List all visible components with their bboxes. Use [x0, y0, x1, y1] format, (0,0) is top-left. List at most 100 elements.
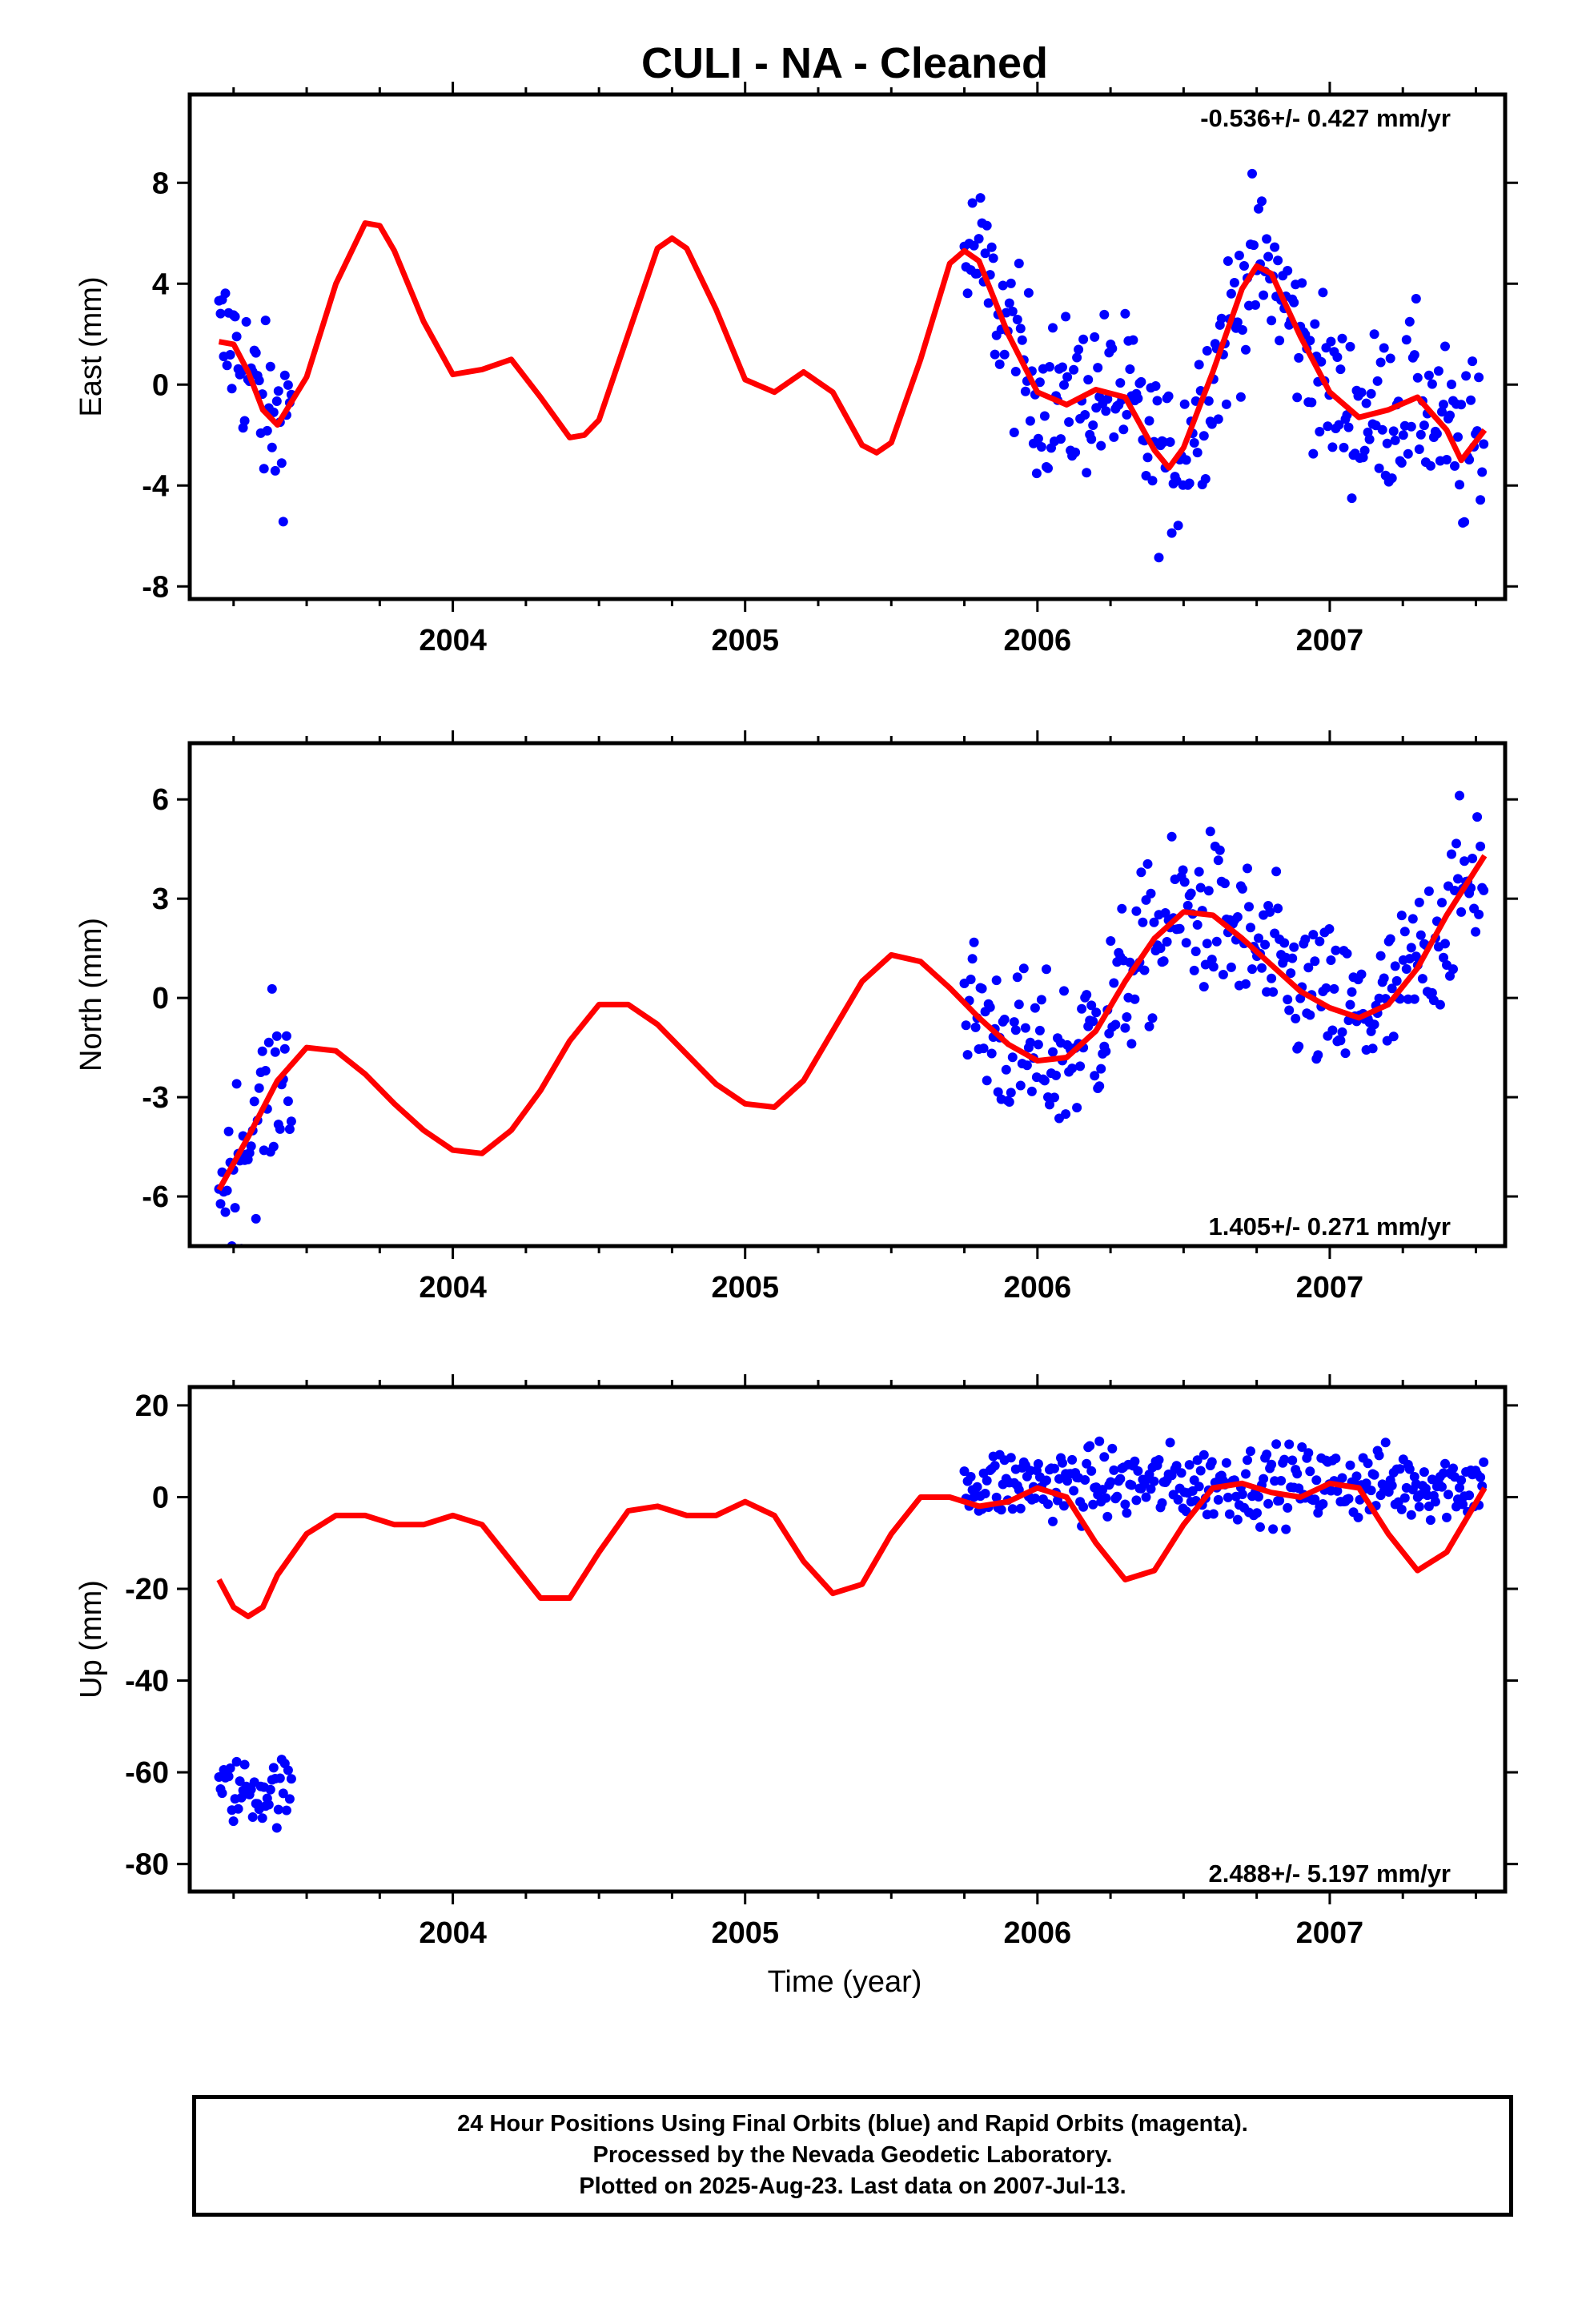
- data-point: [1345, 999, 1355, 1010]
- data-point: [1195, 1466, 1206, 1476]
- data-point: [1366, 388, 1376, 399]
- data-point: [1015, 1080, 1026, 1091]
- data-point: [1310, 1494, 1320, 1505]
- data-point: [1287, 953, 1298, 963]
- data-point: [1414, 1502, 1424, 1512]
- plot-area: [214, 168, 1489, 563]
- data-point: [1194, 1482, 1204, 1492]
- data-point: [1030, 1494, 1040, 1503]
- data-point: [1331, 945, 1341, 955]
- data-point: [1088, 1016, 1098, 1027]
- data-point: [1149, 917, 1159, 927]
- data-point: [222, 1185, 232, 1196]
- data-point: [1012, 315, 1022, 324]
- data-point: [231, 1079, 242, 1089]
- data-point: [262, 425, 272, 436]
- data-point: [1042, 1475, 1051, 1486]
- data-point: [1163, 391, 1174, 401]
- data-point: [1412, 372, 1423, 383]
- data-point: [1165, 1437, 1175, 1448]
- data-point: [217, 1788, 227, 1799]
- data-point: [988, 253, 998, 263]
- data-point: [1221, 399, 1231, 409]
- data-point: [1294, 1041, 1304, 1051]
- data-point: [1409, 350, 1419, 360]
- data-point: [1020, 386, 1030, 396]
- data-point: [1460, 517, 1470, 527]
- data-point: [1120, 308, 1130, 319]
- data-point: [1447, 849, 1456, 859]
- data-point: [1267, 316, 1277, 326]
- data-point: [1215, 845, 1225, 855]
- data-point: [1152, 396, 1162, 406]
- data-point: [1101, 1493, 1111, 1503]
- data-point: [215, 308, 226, 319]
- panel-2: 2004 2005 2006 2007 6 3 0 -3 -6 North (mm) 1.405+/…: [74, 730, 1518, 1305]
- data-point: [1039, 1076, 1050, 1086]
- data-point: [1139, 965, 1150, 975]
- data-point: [1229, 278, 1239, 287]
- data-point: [1226, 288, 1236, 299]
- data-point: [1020, 1023, 1030, 1033]
- data-point: [1146, 888, 1156, 899]
- data-point: [1458, 1499, 1468, 1510]
- data-point: [1026, 1086, 1037, 1096]
- data-point: [1453, 432, 1463, 442]
- data-point: [1262, 1449, 1272, 1460]
- data-point: [961, 1020, 971, 1031]
- data-point: [1283, 1502, 1293, 1513]
- data-point: [265, 1784, 275, 1795]
- data-point: [273, 386, 283, 396]
- data-point: [1364, 434, 1375, 444]
- data-point: [1004, 298, 1014, 308]
- data-point: [1160, 908, 1170, 918]
- data-point: [1456, 1475, 1467, 1486]
- data-point: [1122, 1012, 1132, 1022]
- data-point: [286, 1116, 296, 1127]
- data-point: [1150, 381, 1161, 391]
- data-point: [1007, 1052, 1018, 1063]
- data-point: [1456, 907, 1467, 917]
- data-point: [1218, 970, 1228, 979]
- data-point: [1106, 1477, 1116, 1487]
- data-point: [1450, 886, 1460, 895]
- data-point: [966, 975, 976, 984]
- data-point: [278, 517, 288, 527]
- data-point: [1082, 1458, 1092, 1469]
- data-point: [1109, 978, 1119, 988]
- data-point: [1387, 1481, 1397, 1490]
- data-point: [1303, 1448, 1314, 1458]
- data-point: [1030, 1003, 1040, 1013]
- data-point: [1335, 364, 1346, 375]
- data-point: [270, 465, 280, 476]
- y-tick-label: 3: [152, 883, 169, 916]
- data-point: [1270, 242, 1280, 252]
- data-point: [1128, 335, 1138, 345]
- data-point: [1010, 367, 1021, 376]
- data-point: [263, 1037, 274, 1047]
- data-point: [993, 1087, 1003, 1097]
- data-point: [1267, 1459, 1277, 1470]
- data-point: [1062, 372, 1073, 382]
- data-point: [268, 1763, 279, 1773]
- data-point: [231, 332, 242, 342]
- data-point: [1059, 380, 1069, 390]
- data-point: [1199, 982, 1209, 992]
- data-point: [1136, 867, 1146, 878]
- data-point: [1208, 962, 1219, 972]
- data-point: [254, 1083, 264, 1093]
- x-tick-label: 2005: [711, 1271, 779, 1305]
- data-point: [1342, 948, 1352, 959]
- data-point: [1165, 437, 1175, 447]
- data-point: [1291, 1013, 1301, 1023]
- data-point: [1067, 1454, 1078, 1465]
- data-point: [1442, 1512, 1452, 1522]
- data-point: [222, 360, 232, 371]
- data-point: [1176, 1468, 1186, 1478]
- data-point: [1339, 442, 1349, 452]
- data-point: [1007, 306, 1018, 316]
- data-point: [999, 349, 1010, 360]
- data-point: [1077, 1003, 1087, 1014]
- rate-label: 1.405+/- 0.271 mm/yr: [1209, 1212, 1451, 1240]
- data-point: [1455, 480, 1464, 490]
